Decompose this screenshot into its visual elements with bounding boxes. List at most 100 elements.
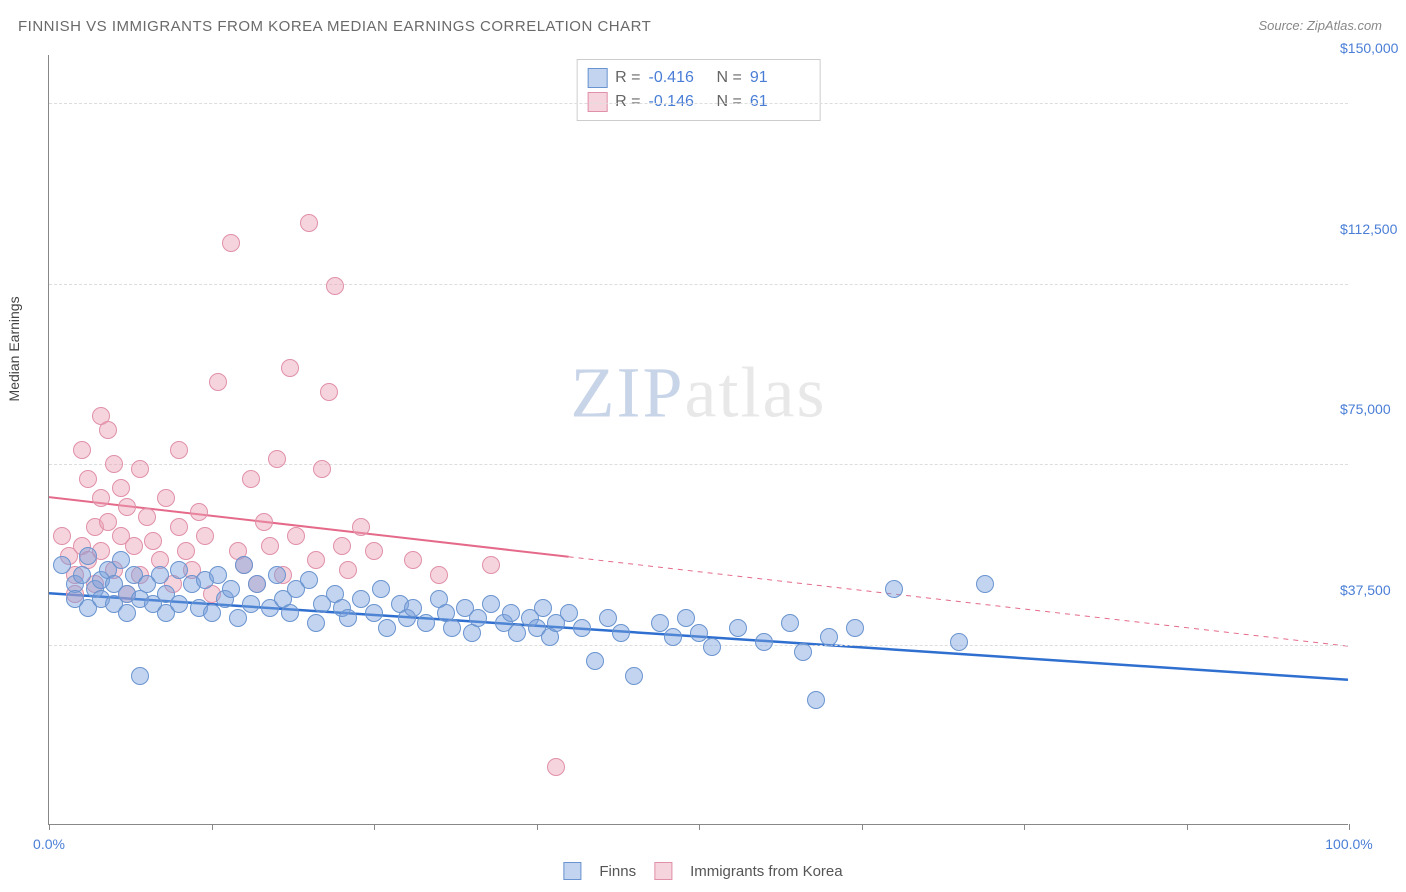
scatter-marker-finns xyxy=(131,667,149,685)
legend-label: Immigrants from Korea xyxy=(690,863,843,880)
scatter-marker-finns xyxy=(690,624,708,642)
scatter-marker-korea xyxy=(339,561,357,579)
scatter-marker-korea xyxy=(242,470,260,488)
r-label: R = xyxy=(615,69,640,87)
scatter-marker-korea xyxy=(177,542,195,560)
legend-swatch xyxy=(587,68,607,88)
grid-line xyxy=(49,103,1348,104)
scatter-marker-korea xyxy=(222,234,240,252)
x-axis-label: 100.0% xyxy=(1325,836,1372,852)
scatter-marker-finns xyxy=(352,590,370,608)
scatter-marker-finns xyxy=(560,604,578,622)
scatter-marker-finns xyxy=(417,614,435,632)
scatter-marker-finns xyxy=(378,619,396,637)
legend-label: Finns xyxy=(599,863,636,880)
n-value: 91 xyxy=(750,69,810,87)
scatter-marker-finns xyxy=(885,580,903,598)
scatter-marker-korea xyxy=(125,537,143,555)
x-tick xyxy=(537,824,538,830)
scatter-marker-finns xyxy=(469,609,487,627)
scatter-marker-finns xyxy=(151,566,169,584)
x-tick xyxy=(1187,824,1188,830)
scatter-marker-finns xyxy=(73,566,91,584)
stats-legend-box: R =-0.416N =91R =-0.146N =61 xyxy=(576,59,821,121)
scatter-marker-finns xyxy=(170,595,188,613)
scatter-marker-korea xyxy=(118,498,136,516)
x-tick xyxy=(862,824,863,830)
legend-swatch xyxy=(654,862,672,880)
y-tick-label: $112,500 xyxy=(1340,221,1397,237)
scatter-marker-korea xyxy=(307,551,325,569)
scatter-marker-finns xyxy=(118,604,136,622)
scatter-marker-finns xyxy=(248,575,266,593)
chart-title: FINNISH VS IMMIGRANTS FROM KOREA MEDIAN … xyxy=(18,18,651,35)
trend-lines-svg xyxy=(49,55,1348,824)
scatter-marker-korea xyxy=(53,527,71,545)
scatter-marker-korea xyxy=(112,479,130,497)
scatter-marker-korea xyxy=(333,537,351,555)
scatter-marker-korea xyxy=(281,359,299,377)
y-tick-label: $37,500 xyxy=(1340,582,1391,598)
source-attribution: Source: ZipAtlas.com xyxy=(1258,18,1382,33)
scatter-marker-korea xyxy=(268,450,286,468)
scatter-marker-finns xyxy=(281,604,299,622)
scatter-marker-korea xyxy=(287,527,305,545)
x-axis-label: 0.0% xyxy=(33,836,65,852)
r-value: -0.146 xyxy=(649,93,709,111)
x-tick xyxy=(374,824,375,830)
scatter-marker-korea xyxy=(79,470,97,488)
scatter-marker-korea xyxy=(326,277,344,295)
scatter-marker-finns xyxy=(372,580,390,598)
scatter-marker-finns xyxy=(339,609,357,627)
scatter-marker-finns xyxy=(112,551,130,569)
scatter-marker-finns xyxy=(794,643,812,661)
scatter-marker-korea xyxy=(170,441,188,459)
scatter-marker-finns xyxy=(229,609,247,627)
legend-swatch xyxy=(587,92,607,112)
scatter-marker-korea xyxy=(144,532,162,550)
scatter-marker-finns xyxy=(203,604,221,622)
scatter-marker-korea xyxy=(430,566,448,584)
watermark-atlas: atlas xyxy=(685,353,827,433)
scatter-marker-finns xyxy=(235,556,253,574)
scatter-marker-finns xyxy=(534,599,552,617)
bottom-legend: Finns Immigrants from Korea xyxy=(563,862,842,880)
scatter-marker-korea xyxy=(404,551,422,569)
scatter-marker-finns xyxy=(170,561,188,579)
scatter-marker-finns xyxy=(209,566,227,584)
scatter-marker-korea xyxy=(99,421,117,439)
grid-line xyxy=(49,464,1348,465)
scatter-marker-finns xyxy=(664,628,682,646)
scatter-marker-finns xyxy=(443,619,461,637)
y-tick-label: $150,000 xyxy=(1340,40,1398,56)
scatter-marker-finns xyxy=(242,595,260,613)
x-tick xyxy=(49,824,50,830)
x-tick xyxy=(1349,824,1350,830)
scatter-marker-finns xyxy=(703,638,721,656)
scatter-marker-finns xyxy=(79,547,97,565)
scatter-marker-korea xyxy=(190,503,208,521)
scatter-marker-finns xyxy=(307,614,325,632)
scatter-marker-korea xyxy=(313,460,331,478)
scatter-marker-finns xyxy=(677,609,695,627)
n-label: N = xyxy=(717,93,742,111)
scatter-marker-finns xyxy=(404,599,422,617)
scatter-marker-korea xyxy=(105,455,123,473)
scatter-marker-korea xyxy=(547,758,565,776)
scatter-marker-finns xyxy=(502,604,520,622)
scatter-marker-finns xyxy=(599,609,617,627)
scatter-marker-finns xyxy=(482,595,500,613)
scatter-marker-finns xyxy=(573,619,591,637)
scatter-marker-finns xyxy=(268,566,286,584)
r-label: R = xyxy=(615,93,640,111)
scatter-marker-korea xyxy=(261,537,279,555)
r-value: -0.416 xyxy=(649,69,709,87)
scatter-marker-korea xyxy=(365,542,383,560)
n-value: 61 xyxy=(750,93,810,111)
scatter-marker-finns xyxy=(53,556,71,574)
scatter-marker-finns xyxy=(625,667,643,685)
scatter-marker-finns xyxy=(222,580,240,598)
scatter-marker-korea xyxy=(482,556,500,574)
grid-line xyxy=(49,645,1348,646)
scatter-marker-korea xyxy=(131,460,149,478)
